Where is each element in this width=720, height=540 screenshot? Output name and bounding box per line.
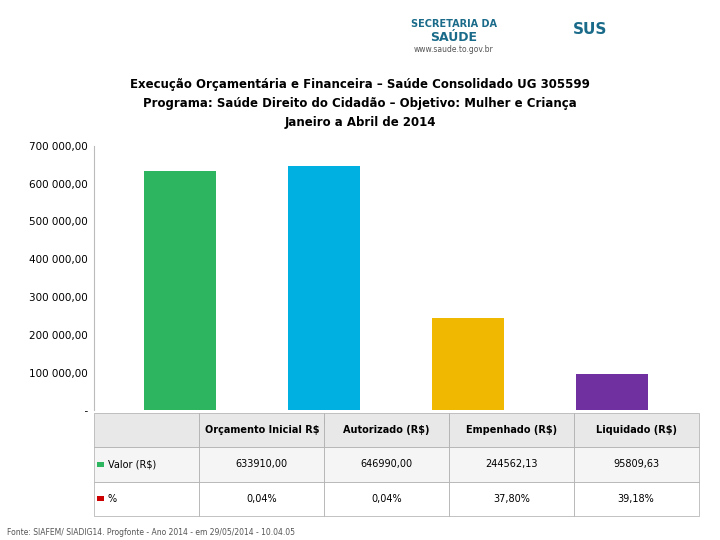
Text: 0,04%: 0,04% <box>246 494 277 504</box>
Bar <box>432 318 504 410</box>
Text: Empenhado (R$): Empenhado (R$) <box>466 425 557 435</box>
Bar <box>144 171 216 410</box>
Text: www.saude.to.gov.br: www.saude.to.gov.br <box>414 45 493 54</box>
Text: 39,18%: 39,18% <box>618 494 654 504</box>
Text: 37,80%: 37,80% <box>493 494 530 504</box>
Text: Fonte: SIAFEM/ SIADIG14. Progfonte - Ano 2014 - em 29/05/2014 - 10.04.05: Fonte: SIAFEM/ SIADIG14. Progfonte - Ano… <box>7 528 295 537</box>
Text: SUS: SUS <box>573 22 608 37</box>
Text: 244562,13: 244562,13 <box>485 460 538 469</box>
Text: 0,04%: 0,04% <box>372 494 402 504</box>
Text: Autorizado (R$): Autorizado (R$) <box>343 425 430 435</box>
Text: Liquidado (R$): Liquidado (R$) <box>595 425 677 435</box>
Text: %: % <box>108 494 117 504</box>
Text: Orçamento Inicial R$: Orçamento Inicial R$ <box>204 425 319 435</box>
Text: Execução Orçamentária e Financeira – Saúde Consolidado UG 305599
Programa: Saúde: Execução Orçamentária e Financeira – Saú… <box>130 78 590 129</box>
Text: 633910,00: 633910,00 <box>235 460 288 469</box>
Bar <box>576 374 648 410</box>
Text: Valor (R$): Valor (R$) <box>108 460 156 469</box>
Bar <box>288 166 360 410</box>
Text: 95809,63: 95809,63 <box>613 460 660 469</box>
Text: SAÚDE: SAÚDE <box>430 31 477 44</box>
Text: 646990,00: 646990,00 <box>361 460 413 469</box>
Text: SECRETARIA DA: SECRETARIA DA <box>410 19 497 29</box>
